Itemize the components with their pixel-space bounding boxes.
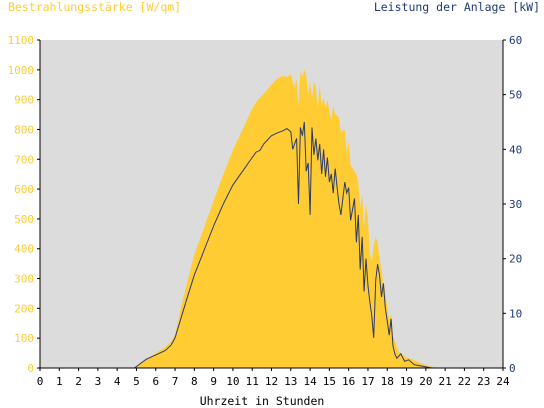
series-layer: [40, 69, 503, 369]
right-tick-label: 10: [509, 307, 522, 320]
x-tick-label: 8: [191, 375, 198, 388]
x-tick-label: 20: [419, 375, 432, 388]
x-tick-label: 15: [323, 375, 336, 388]
x-tick-label: 4: [114, 375, 121, 388]
right-axis-title: Leistung der Anlage [kW]: [374, 0, 540, 14]
x-tick-label: 17: [361, 375, 374, 388]
axes-layer: 0100200300400500600700800900100011000102…: [8, 34, 523, 388]
right-tick-label: 20: [509, 253, 522, 266]
left-tick-label: 1000: [8, 64, 35, 77]
x-tick-label: 16: [342, 375, 355, 388]
right-tick-label: 40: [509, 143, 522, 156]
x-tick-label: 5: [133, 375, 140, 388]
power-line: [40, 121, 503, 369]
x-tick-label: 22: [458, 375, 471, 388]
x-tick-label: 2: [75, 375, 82, 388]
left-tick-label: 0: [27, 362, 34, 375]
x-axis-title: Uhrzeit in Stunden: [200, 394, 325, 408]
left-tick-label: 400: [14, 243, 34, 256]
right-tick-label: 0: [509, 362, 516, 375]
left-tick-label: 800: [14, 123, 34, 136]
right-tick-label: 60: [509, 34, 522, 47]
x-tick-label: 19: [400, 375, 413, 388]
x-tick-label: 12: [265, 375, 278, 388]
x-tick-label: 24: [496, 375, 510, 388]
x-tick-label: 6: [152, 375, 159, 388]
x-tick-label: 9: [210, 375, 217, 388]
x-tick-label: 13: [284, 375, 297, 388]
x-tick-label: 18: [381, 375, 394, 388]
x-tick-label: 1: [56, 375, 63, 388]
left-tick-label: 300: [14, 273, 34, 286]
left-tick-label: 1100: [8, 34, 35, 47]
left-axis-title: Bestrahlungsstärke [W/qm]: [8, 0, 181, 14]
left-tick-label: 100: [14, 332, 34, 345]
x-tick-label: 21: [439, 375, 452, 388]
left-tick-label: 900: [14, 94, 34, 107]
left-tick-label: 600: [14, 183, 34, 196]
x-tick-label: 7: [172, 375, 179, 388]
x-tick-label: 3: [95, 375, 102, 388]
irradiance-area: [40, 69, 503, 369]
x-tick-label: 0: [37, 375, 44, 388]
right-tick-label: 50: [509, 89, 522, 102]
left-tick-label: 200: [14, 302, 34, 315]
x-tick-label: 10: [226, 375, 239, 388]
x-tick-label: 11: [246, 375, 259, 388]
x-tick-label: 23: [477, 375, 490, 388]
right-tick-label: 30: [509, 198, 522, 211]
x-tick-label: 14: [303, 375, 317, 388]
left-tick-label: 700: [14, 153, 34, 166]
left-tick-label: 500: [14, 213, 34, 226]
